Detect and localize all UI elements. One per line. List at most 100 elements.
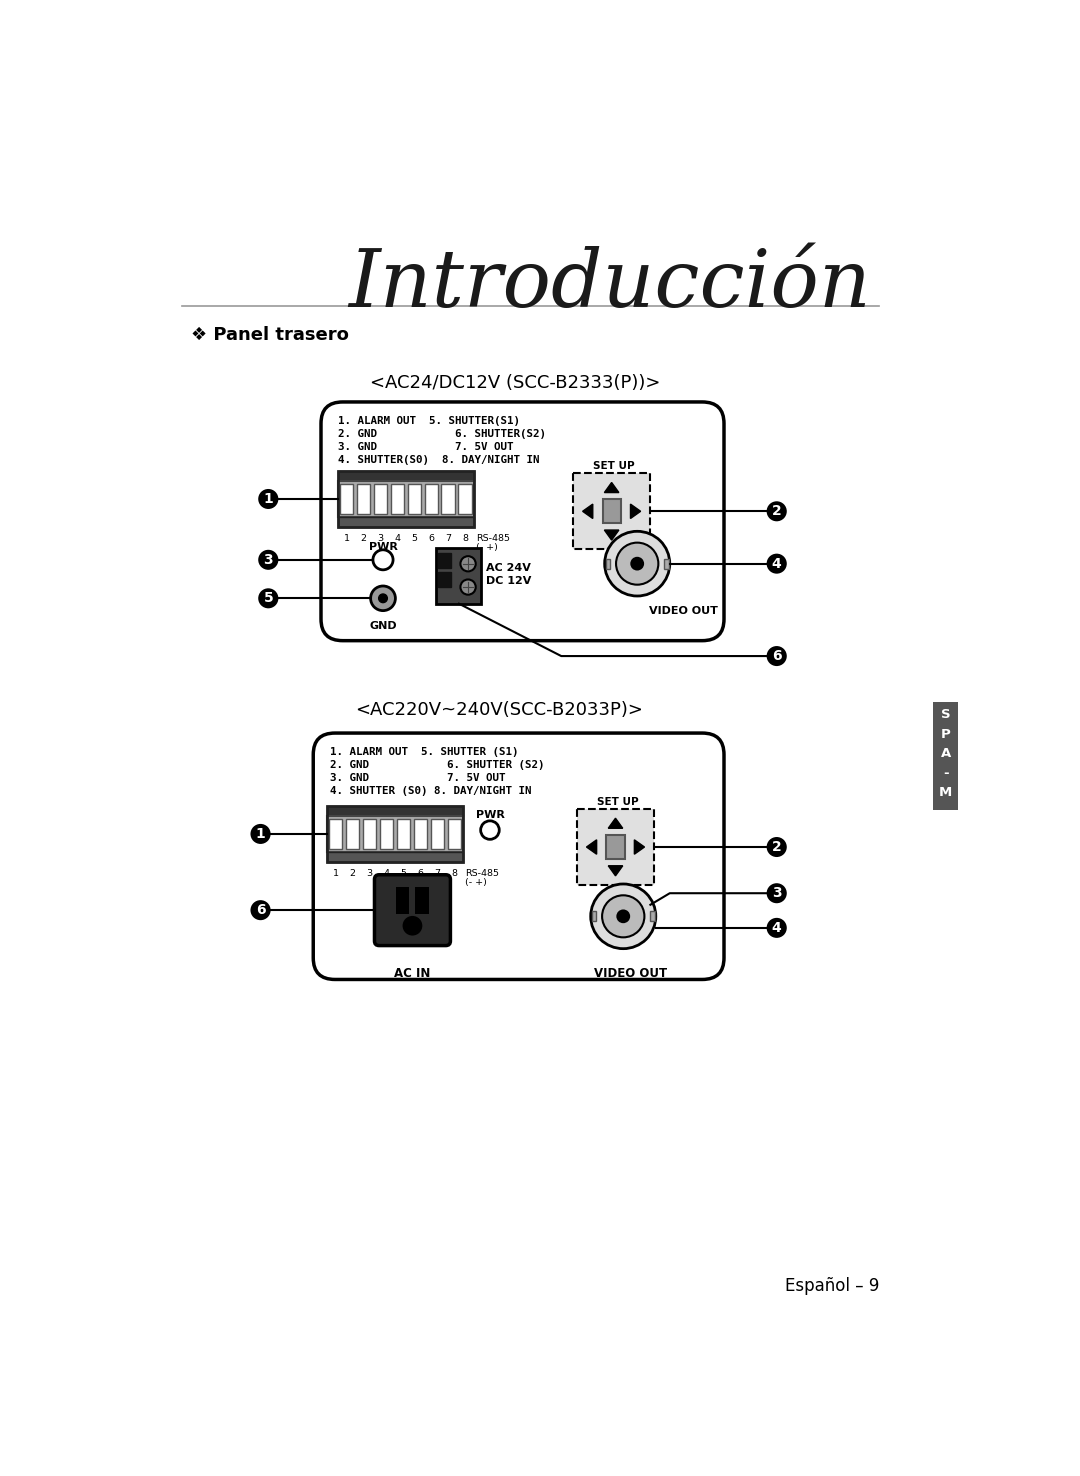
Text: 4. SHUTTER(S0)  8. DAY/NIGHT IN: 4. SHUTTER(S0) 8. DAY/NIGHT IN (338, 455, 540, 465)
Bar (431, 819, 444, 849)
Circle shape (370, 586, 395, 611)
Bar (933, 703, 958, 810)
Text: (- +): (- +) (476, 543, 498, 552)
Circle shape (481, 821, 499, 840)
Text: 3. GND            7. 5V OUT: 3. GND 7. 5V OUT (338, 441, 514, 452)
Text: 1. ALARM OUT  5. SHUTTER(S1): 1. ALARM OUT 5. SHUTTER(S1) (338, 416, 521, 425)
Circle shape (767, 646, 786, 666)
Text: 6: 6 (256, 903, 266, 917)
Text: SET UP: SET UP (596, 797, 638, 807)
Text: PWR: PWR (475, 810, 504, 819)
Text: 1: 1 (333, 869, 339, 878)
Circle shape (258, 489, 279, 509)
Text: 5: 5 (401, 869, 406, 878)
Text: RS-485: RS-485 (465, 869, 499, 878)
Text: 7: 7 (445, 534, 451, 543)
Text: 2: 2 (772, 840, 782, 855)
Text: M: M (939, 787, 953, 800)
Text: 2: 2 (361, 534, 366, 543)
Text: 2. GND            6. SHUTTER(S2): 2. GND 6. SHUTTER(S2) (338, 430, 546, 438)
Circle shape (373, 549, 393, 570)
Bar (395, 887, 409, 915)
Bar (607, 835, 624, 859)
Polygon shape (634, 840, 645, 855)
Polygon shape (631, 505, 640, 518)
Circle shape (602, 896, 645, 937)
Circle shape (605, 531, 670, 596)
Text: Introducción: Introducción (349, 246, 872, 323)
Text: -: - (943, 768, 948, 779)
Bar (340, 484, 353, 514)
Text: 5: 5 (264, 592, 273, 605)
Text: 1: 1 (256, 827, 266, 841)
Text: 4: 4 (772, 921, 782, 934)
Text: 4: 4 (394, 534, 401, 543)
Text: 8: 8 (451, 869, 457, 878)
Polygon shape (605, 483, 619, 493)
Bar (458, 484, 472, 514)
Circle shape (258, 589, 279, 608)
Text: 6: 6 (429, 534, 434, 543)
Text: A: A (941, 747, 950, 760)
Bar (606, 559, 610, 568)
Bar (414, 819, 428, 849)
FancyBboxPatch shape (375, 875, 450, 946)
Text: 6: 6 (418, 869, 423, 878)
Text: 3: 3 (264, 554, 273, 567)
Bar (603, 499, 621, 524)
Text: S: S (941, 708, 950, 722)
Circle shape (618, 911, 630, 922)
Text: <AC220V~240V(SCC-B2033P)>: <AC220V~240V(SCC-B2033P)> (355, 701, 644, 719)
Text: ❖ Panel trasero: ❖ Panel trasero (191, 326, 349, 344)
Bar (664, 559, 669, 568)
Bar (329, 819, 342, 849)
Circle shape (403, 917, 422, 936)
Polygon shape (605, 530, 619, 540)
Bar (380, 819, 393, 849)
Circle shape (591, 884, 656, 949)
Circle shape (767, 502, 786, 521)
Circle shape (251, 824, 271, 844)
Circle shape (767, 918, 786, 937)
Bar (338, 481, 474, 517)
Text: (- +): (- +) (465, 878, 487, 887)
Text: 8: 8 (462, 534, 469, 543)
Text: 2: 2 (772, 505, 782, 518)
Bar (435, 548, 481, 604)
Text: RS-485: RS-485 (476, 534, 510, 543)
Bar (374, 484, 388, 514)
Circle shape (632, 558, 643, 570)
Bar (338, 471, 474, 481)
Circle shape (460, 580, 475, 595)
Text: 3: 3 (772, 886, 782, 900)
Bar (407, 484, 421, 514)
Bar (363, 819, 376, 849)
Bar (438, 552, 451, 568)
Text: 2. GND            6. SHUTTER (S2): 2. GND 6. SHUTTER (S2) (330, 760, 544, 770)
Text: 3. GND            7. 5V OUT: 3. GND 7. 5V OUT (330, 773, 505, 784)
Text: GND: GND (369, 621, 396, 632)
Circle shape (767, 554, 786, 574)
Bar (391, 484, 404, 514)
Text: <AC24/DC12V (SCC-B2333(P))>: <AC24/DC12V (SCC-B2333(P))> (369, 375, 660, 393)
Bar (338, 517, 474, 527)
Circle shape (616, 543, 659, 584)
Polygon shape (608, 866, 623, 875)
Bar (327, 852, 463, 862)
Text: Español – 9: Español – 9 (785, 1277, 879, 1294)
Bar (327, 806, 463, 816)
Text: DC 12V: DC 12V (486, 576, 531, 586)
Text: 4: 4 (383, 869, 390, 878)
Text: P: P (941, 728, 950, 741)
Bar (424, 484, 438, 514)
Circle shape (379, 593, 388, 602)
Circle shape (460, 556, 475, 571)
Text: 1: 1 (343, 534, 350, 543)
Text: AC 24V: AC 24V (486, 562, 531, 573)
Bar (356, 484, 370, 514)
Circle shape (767, 837, 786, 858)
Circle shape (767, 883, 786, 903)
Text: VIDEO OUT: VIDEO OUT (594, 967, 667, 980)
Bar (327, 816, 463, 852)
Bar (327, 806, 463, 862)
